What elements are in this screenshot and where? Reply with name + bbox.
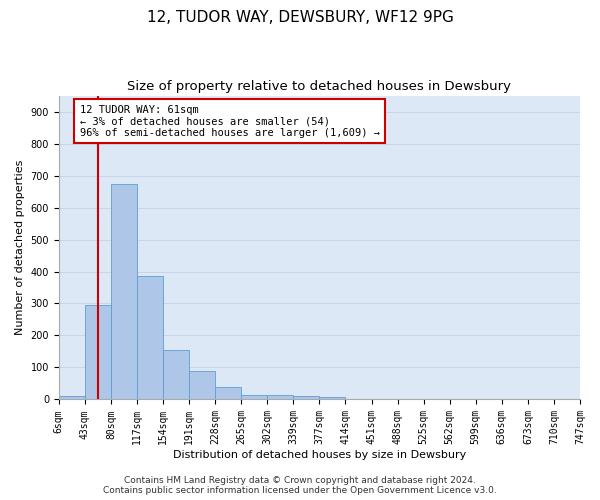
Title: Size of property relative to detached houses in Dewsbury: Size of property relative to detached ho… xyxy=(127,80,511,93)
Bar xyxy=(163,350,189,400)
Bar xyxy=(111,184,137,400)
X-axis label: Distribution of detached houses by size in Dewsbury: Distribution of detached houses by size … xyxy=(173,450,466,460)
Text: 12, TUDOR WAY, DEWSBURY, WF12 9PG: 12, TUDOR WAY, DEWSBURY, WF12 9PG xyxy=(146,10,454,25)
Bar xyxy=(293,396,319,400)
Bar xyxy=(59,396,85,400)
Bar xyxy=(215,388,241,400)
Bar xyxy=(137,276,163,400)
Bar xyxy=(319,397,346,400)
Bar xyxy=(241,394,267,400)
Text: Contains HM Land Registry data © Crown copyright and database right 2024.
Contai: Contains HM Land Registry data © Crown c… xyxy=(103,476,497,495)
Bar xyxy=(267,394,293,400)
Bar xyxy=(189,370,215,400)
Y-axis label: Number of detached properties: Number of detached properties xyxy=(15,160,25,335)
Text: 12 TUDOR WAY: 61sqm
← 3% of detached houses are smaller (54)
96% of semi-detache: 12 TUDOR WAY: 61sqm ← 3% of detached hou… xyxy=(80,104,380,138)
Bar xyxy=(85,305,111,400)
